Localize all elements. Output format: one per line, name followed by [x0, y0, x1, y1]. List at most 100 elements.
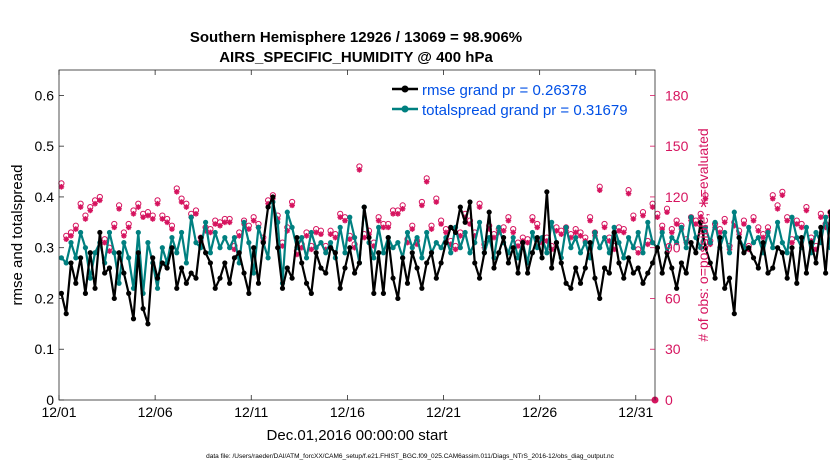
- rmse-point: [241, 270, 247, 276]
- obs-evaluated-point: [68, 233, 74, 239]
- totalspread-point: [135, 229, 141, 236]
- obs-evaluated-point: [428, 226, 435, 232]
- obs-evaluated-point: [231, 246, 238, 253]
- obs-evaluated-point: [101, 239, 108, 246]
- totalspread-point: [87, 275, 93, 281]
- rmse-point: [606, 270, 612, 276]
- rmse-point: [289, 275, 295, 281]
- data-file-footnote: data file: /Users/raeder/DAI/ATM_forcXX/…: [206, 453, 615, 460]
- obs-evaluated-point: [793, 221, 800, 227]
- rmse-point: [698, 219, 704, 225]
- obs-evaluated-point: [92, 200, 98, 207]
- rmse-point: [371, 290, 377, 296]
- obs-evaluated-point: [462, 214, 468, 221]
- rmse-point: [515, 270, 521, 276]
- totalspread-point: [347, 214, 353, 220]
- rmse-point: [601, 265, 608, 271]
- obs-evaluated-point: [750, 217, 757, 224]
- rmse-point: [361, 204, 367, 210]
- rmse-point: [510, 245, 516, 251]
- totalspread-point: [577, 250, 584, 256]
- rmse-point: [255, 280, 262, 286]
- rmse-point: [443, 240, 449, 246]
- rmse-point: [452, 229, 459, 236]
- totalspread-point: [625, 234, 632, 241]
- rmse-point: [356, 260, 363, 266]
- totalspread-point: [823, 214, 829, 220]
- rmse-point: [774, 245, 781, 251]
- obs-evaluated-point: [390, 211, 396, 217]
- rmse-point: [428, 250, 435, 256]
- y-left-tick-label: 0.5: [35, 138, 55, 154]
- totalspread-point: [342, 250, 348, 256]
- totalspread-point: [404, 229, 411, 236]
- totalspread-point: [308, 229, 314, 236]
- totalspread-point: [770, 245, 776, 251]
- rmse-point: [198, 234, 204, 241]
- totalspread-point: [510, 234, 516, 241]
- rmse-point: [779, 250, 785, 256]
- obs-evaluated-point: [510, 229, 517, 236]
- obs-evaluated-point: [337, 214, 343, 221]
- obs-evaluated-point: [327, 231, 334, 237]
- obs-evaluated-point: [77, 204, 84, 210]
- rmse-point: [544, 189, 550, 195]
- totalspread-point: [126, 255, 132, 261]
- totalspread-point: [813, 229, 819, 236]
- rmse-point: [741, 250, 747, 256]
- totalspread-point: [188, 214, 194, 220]
- rmse-point: [731, 311, 737, 317]
- obs-evaluated-point: [399, 205, 406, 212]
- y-left-tick-label: 0.4: [35, 189, 55, 205]
- rmse-point: [827, 209, 830, 215]
- legend-spread-marker: [401, 105, 409, 113]
- obs-evaluated-point: [548, 246, 555, 253]
- totalspread-point: [58, 255, 65, 261]
- rmse-point: [183, 280, 189, 286]
- rmse-point: [92, 285, 98, 291]
- obs-evaluated-point: [106, 248, 113, 254]
- rmse-series: [58, 189, 830, 327]
- obs-evaluated-point: [423, 178, 430, 185]
- rmse-point: [500, 234, 507, 241]
- rmse-point: [294, 234, 300, 241]
- rmse-point: [116, 250, 122, 256]
- totalspread-point: [299, 234, 305, 241]
- obs-evaluated-point: [404, 239, 411, 246]
- y-right-tick-label: 30: [665, 341, 681, 357]
- legend-rmse-label: rmse grand pr = 0.26378: [422, 82, 587, 99]
- obs-evaluated-point: [371, 243, 377, 249]
- obs-evaluated-point: [486, 226, 492, 232]
- rmse-point: [313, 250, 319, 256]
- rmse-point: [462, 219, 468, 225]
- obs-evaluated-point: [601, 224, 608, 231]
- totalspread-point: [390, 245, 396, 251]
- rmse-point: [236, 250, 242, 256]
- totalspread-point: [159, 245, 165, 251]
- rmse-point: [212, 285, 218, 291]
- totalspread-point: [616, 240, 622, 246]
- rmse-point: [318, 265, 324, 271]
- obs-evaluated-point: [375, 217, 382, 224]
- obs-evaluated-point: [193, 211, 199, 217]
- totalspread-point: [722, 229, 728, 236]
- totalspread-point: [544, 250, 550, 256]
- obs-evaluated-point: [635, 249, 641, 256]
- rmse-point: [135, 250, 141, 256]
- totalspread-point: [597, 245, 603, 251]
- legend-spread-label: totalspread grand pr = 0.31679: [422, 102, 628, 119]
- obs-evaluated-point: [58, 183, 65, 190]
- obs-evaluated-point: [111, 224, 118, 231]
- obs-evaluated-point: [553, 227, 560, 234]
- totalspread-point: [106, 229, 113, 236]
- obs-evaluated-point: [769, 195, 776, 202]
- obs-evaluated-point: [279, 243, 286, 249]
- rmse-point: [188, 270, 194, 276]
- rmse-point: [433, 275, 439, 281]
- rmse-point: [616, 260, 622, 266]
- obs-evaluated-point: [265, 200, 271, 207]
- obs-evaluated-point: [236, 233, 243, 239]
- obs-evaluated-point: [414, 241, 420, 248]
- rmse-point: [770, 265, 776, 271]
